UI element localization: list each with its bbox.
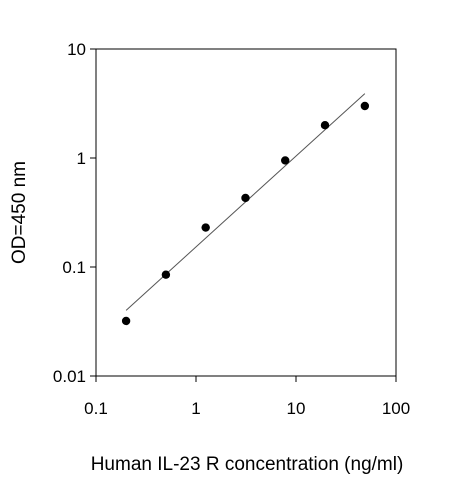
y-axis: 0.01 0.1 1 10	[53, 40, 96, 386]
x-axis-title: Human IL-23 R concentration (ng/ml)	[91, 454, 404, 475]
data-point	[121, 316, 131, 326]
x-tick-label: 0.1	[84, 399, 108, 418]
data-point	[320, 120, 330, 130]
x-axis: 0.1 1 10 100	[84, 376, 410, 418]
plot-area	[95, 48, 397, 377]
x-tick-label: 10	[287, 399, 306, 418]
x-tick-label: 100	[382, 399, 410, 418]
plot-frame	[95, 48, 397, 377]
y-tick-label: 0.01	[53, 367, 86, 386]
data-point	[281, 156, 290, 165]
x-tick-label: 1	[191, 399, 200, 418]
y-tick-label: 0.1	[62, 258, 86, 277]
y-axis-title: OD=450 nm	[9, 161, 30, 264]
y-tick-label: 10	[67, 40, 86, 59]
y-tick-label: 1	[77, 149, 86, 168]
data-point	[201, 223, 210, 232]
data-points	[121, 101, 370, 326]
data-point	[360, 101, 370, 111]
data-point	[161, 270, 171, 279]
data-point	[241, 193, 250, 203]
